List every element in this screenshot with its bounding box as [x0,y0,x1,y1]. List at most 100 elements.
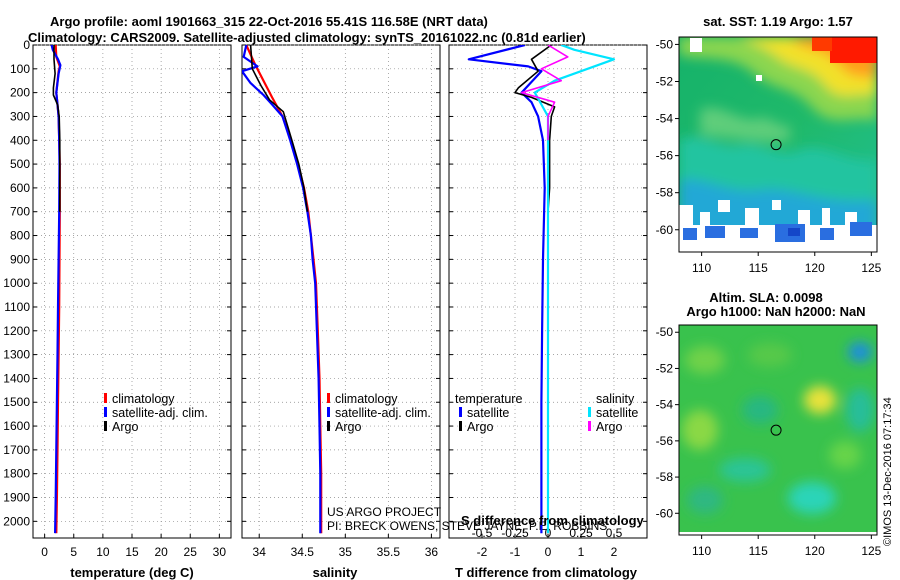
salinity-axis-ticks: 34 34.5 35 35.5 36 [253,534,439,559]
s-difference-axis-ticks: -0.5 -0.25 0 0.25 0.5 [472,526,623,540]
argo-position-marker [770,139,782,151]
sst-longitude-ticks: 110 115 120 125 [692,252,882,275]
sla-longitude-ticks: 110 115 120 125 [692,535,882,558]
legend-heading-temperature: temperature [455,392,522,406]
sst-map-panel: sat. SST: 1.19 Argo: 1.57 [656,14,882,275]
credit-line-2: PI: BRECK OWENS, STEVE JAYNE, P.E. ROBBI… [327,519,607,533]
legend-label-s-argo: Argo [596,420,622,434]
depth-tick-label: 300 [10,109,30,123]
depth-tick-label: 800 [10,229,30,243]
longitude-tick-label: 120 [805,544,825,558]
latitude-tick-label: -52 [656,361,674,375]
legend-label-t-argo: Argo [467,420,493,434]
difference-panel: -2 -1 0 1 2 -0.5 -0.25 0 0.25 0.5 S difference f… [448,44,648,580]
legend-label-satellite: satellite-adj. clim. [335,406,431,420]
depth-tick-label: 1900 [3,491,30,505]
longitude-tick-label: 115 [749,544,768,558]
latitude-tick-label: -56 [656,149,674,163]
temperature-axis-ticks: 0 5 10 15 20 25 30 [41,534,226,559]
series-line-salinity-satellite [533,45,616,534]
x-tick-label: 2 [611,545,618,559]
longitude-tick-label: 120 [805,261,825,275]
latitude-tick-label: -56 [656,434,674,448]
latitude-tick-label: -54 [656,398,674,412]
latitude-tick-label: -50 [656,37,674,51]
sla-map-subtitle: Argo h1000: NaN h2000: NaN [686,304,865,319]
legend-label-argo: Argo [335,420,361,434]
depth-axis-ticks: 0 100 200 300 400 500 600 700 800 900 1000 1100 1200… [3,38,231,528]
sla-map-image [679,325,877,535]
legend-heading-salinity: salinity [596,392,635,406]
legend-swatch-argo [104,421,107,431]
legend-swatch-climatology [104,393,107,403]
longitude-tick-label: 110 [692,261,711,275]
depth-tick-label: 2000 [3,514,30,528]
legend-swatch-t-argo [459,421,462,431]
depth-tick-label: 1300 [3,348,30,362]
series-line-argo [52,45,61,212]
x-tick-label: 36 [425,545,439,559]
s-difference-tick-label: 0.25 [569,526,593,540]
latitude-tick-label: -52 [656,74,674,88]
legend-swatch-satellite [327,407,330,417]
series-line-satellite-adj-clim- [242,45,322,534]
legend-swatch-satellite [104,407,107,417]
s-difference-axis-label: S difference from climatology [461,513,645,528]
latitude-tick-label: -58 [656,186,674,200]
x-tick-label: 0 [545,545,552,559]
argo-position-marker [770,424,782,436]
series-line-salinity-argo [520,45,569,141]
depth-tick-label: 1800 [3,467,30,481]
sla-map-title: Altim. SLA: 0.0098 [709,290,822,305]
title-line-2: Climatology: CARS2009. Satellite-adjuste… [28,30,586,45]
x-tick-label: 0 [41,545,48,559]
depth-tick-label: 1000 [3,276,30,290]
sla-map-panel: Altim. SLA: 0.0098 Argo h1000: NaN h2000… [656,290,882,558]
legend-label-satellite: satellite-adj. clim. [112,406,208,420]
legend-label-t-satellite: satellite [467,406,509,420]
latitude-tick-label: -60 [656,223,674,237]
legend-swatch-climatology [327,393,330,403]
depth-tick-label: 200 [10,86,30,100]
temperature-panel: 0100200300400500600700800900100011001200… [3,38,232,580]
legend-swatch-argo [327,421,330,431]
legend-label-climatology: climatology [112,392,175,406]
s-difference-tick-label: -0.5 [472,526,493,540]
x-tick-label: 35.5 [377,545,401,559]
depth-tick-label: 400 [10,133,30,147]
depth-tick-label: 1500 [3,395,30,409]
latitude-tick-label: -60 [656,506,674,520]
latitude-tick-label: -58 [656,470,674,484]
longitude-tick-label: 125 [861,261,881,275]
series-line-temperature-argo [514,45,556,212]
depth-tick-label: 0 [23,38,30,52]
legend-swatch-t-satellite [459,407,462,417]
t-difference-axis-label: T difference from climatology [455,565,638,580]
temperature-axis-label: temperature (deg C) [70,565,194,580]
x-tick-label: 35 [339,545,353,559]
depth-tick-label: 600 [10,181,30,195]
legend-label-climatology: climatology [335,392,398,406]
depth-tick-label: 500 [10,157,30,171]
sla-latitude-ticks: -50 -52 -54 -56 -58 -60 [656,325,679,520]
depth-tick-label: 1700 [3,443,30,457]
legend-swatch-s-argo [588,421,591,431]
x-tick-label: 34 [253,545,267,559]
x-tick-label: 1 [578,545,585,559]
difference-legend-temperature: temperature satellite Argo [455,392,522,434]
depth-tick-label: 100 [10,62,30,76]
depth-tick-label: 1100 [4,300,30,314]
sst-map-image [679,37,877,252]
depth-tick-label: 1200 [3,324,30,338]
latitude-tick-label: -54 [656,112,674,126]
x-tick-label: 15 [125,545,139,559]
x-tick-label: 30 [213,545,227,559]
salinity-plot-frame [241,44,441,539]
temperature-plot-frame [32,44,232,539]
sst-map-title: sat. SST: 1.19 Argo: 1.57 [703,14,853,29]
legend-swatch-s-satellite [588,407,591,417]
longitude-tick-label: 110 [692,544,711,558]
title-line-1: Argo profile: aoml 1901663_315 22-Oct-20… [50,14,488,29]
difference-legend-salinity: salinity satellite Argo [588,392,638,434]
